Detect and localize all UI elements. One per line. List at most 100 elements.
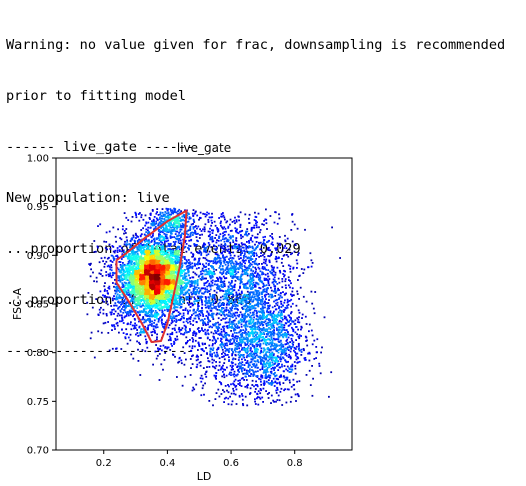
scatter-point — [192, 340, 194, 343]
scatter-point — [279, 242, 281, 245]
scatter-point — [258, 310, 260, 313]
scatter-point — [204, 257, 207, 260]
scatter-point — [246, 337, 249, 339]
scatter-point — [199, 228, 201, 231]
scatter-point — [212, 332, 215, 335]
scatter-point — [285, 287, 287, 289]
scatter-point — [177, 241, 180, 244]
scatter-point — [261, 396, 264, 399]
scatter-point — [159, 222, 162, 224]
scatter-point — [259, 328, 262, 330]
scatter-point — [196, 309, 199, 312]
scatter-point — [260, 298, 263, 301]
scatter-point — [183, 317, 185, 320]
scatter-point — [262, 327, 265, 329]
scatter-point — [279, 332, 281, 335]
scatter-point — [256, 375, 259, 377]
scatter-point — [157, 318, 160, 320]
scatter-point — [187, 267, 190, 270]
scatter-point — [266, 314, 268, 317]
scatter-point — [170, 232, 172, 235]
scatter-point — [202, 330, 205, 332]
scatter-point — [224, 317, 226, 320]
scatter-point — [261, 368, 264, 370]
scatter-point — [269, 342, 272, 344]
scatter-point — [137, 241, 139, 244]
scatter-point — [224, 246, 227, 249]
scatter-point — [277, 314, 280, 317]
scatter-point — [185, 358, 187, 361]
scatter-point — [173, 342, 176, 344]
scatter-point — [265, 358, 268, 361]
scatter-point — [282, 273, 285, 275]
scatter-point — [215, 280, 218, 282]
scatter-point — [193, 212, 196, 215]
scatter-point — [180, 228, 183, 231]
scatter-point — [239, 249, 242, 252]
scatter-point — [197, 342, 200, 344]
scatter-point — [292, 330, 295, 333]
scatter-point — [93, 251, 96, 253]
scatter-point — [214, 329, 216, 332]
scatter-point — [123, 230, 126, 232]
scatter-point — [196, 295, 199, 298]
scatter-point — [273, 385, 276, 387]
scatter-point — [287, 276, 290, 279]
scatter-point — [117, 306, 120, 309]
scatter-point — [275, 343, 278, 346]
scatter-point — [185, 272, 188, 275]
scatter-point — [197, 349, 199, 351]
scatter-point — [266, 241, 268, 244]
scatter-point — [233, 331, 236, 334]
scatter-point — [133, 263, 136, 265]
scatter-point — [224, 352, 226, 355]
scatter-point — [274, 211, 276, 213]
scatter-point — [229, 300, 231, 303]
scatter-point — [241, 243, 244, 246]
scatter-point — [184, 258, 186, 260]
scatter-point — [195, 286, 198, 289]
scatter-point — [240, 290, 243, 293]
scatter-point — [275, 302, 277, 305]
scatter-point — [194, 298, 196, 300]
scatter-point — [192, 276, 195, 279]
scatter-point — [282, 344, 284, 346]
scatter-point — [251, 369, 253, 371]
scatter-point — [269, 361, 272, 364]
scatter-point — [159, 236, 162, 239]
scatter-point — [233, 314, 236, 317]
scatter-point — [272, 381, 274, 384]
scatter-point — [196, 328, 199, 330]
scatter-point — [291, 240, 294, 243]
scatter-point — [227, 309, 230, 312]
scatter-point — [271, 322, 274, 325]
scatter-point — [190, 302, 193, 305]
scatter-point — [211, 212, 213, 215]
scatter-point — [259, 287, 262, 290]
scatter-point — [268, 318, 270, 320]
scatter-point — [213, 244, 215, 247]
scatter-point — [148, 242, 151, 245]
scatter-point — [273, 319, 275, 322]
scatter-point — [223, 345, 226, 348]
scatter-point — [194, 229, 196, 232]
scatter-point — [232, 239, 234, 242]
scatter-point — [169, 317, 172, 319]
scatter-point — [232, 262, 235, 265]
scatter-point — [296, 352, 299, 355]
scatter-point — [239, 338, 241, 341]
scatter-point — [209, 230, 211, 233]
scatter-point — [251, 258, 254, 260]
scatter-point — [118, 294, 121, 297]
scatter-point — [116, 287, 119, 290]
scatter-point — [259, 343, 262, 345]
scatter-point — [248, 352, 251, 355]
scatter-point — [257, 343, 259, 346]
scatter-point — [297, 356, 299, 359]
scatter-point — [112, 256, 115, 258]
scatter-point — [272, 312, 275, 315]
scatter-point — [248, 314, 250, 316]
scatter-point — [248, 340, 251, 342]
scatter-point — [143, 331, 146, 334]
scatter-point — [277, 356, 280, 359]
